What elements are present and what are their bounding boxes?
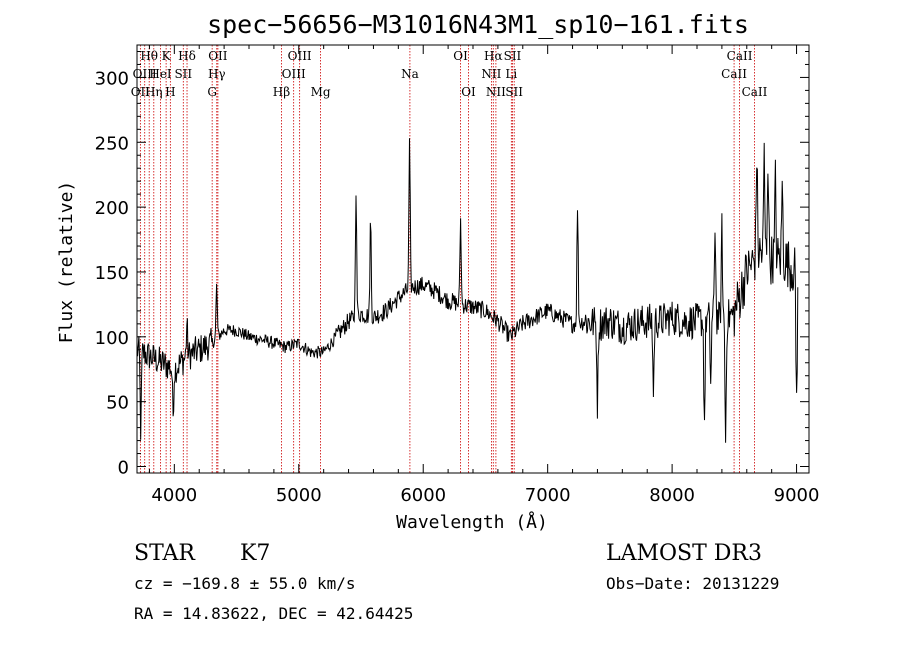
x-tick-label: 5000	[276, 485, 322, 506]
spectral-line-label: Hη	[145, 85, 163, 99]
x-tick-label: 8000	[649, 485, 695, 506]
chart-title: spec−56656−M31016N43M1_sp10−161.fits	[207, 10, 749, 39]
spectral-line-label: OI	[453, 49, 468, 63]
spectral-line-label: Mg	[311, 85, 331, 99]
spectral-line-label: Na	[401, 67, 419, 81]
spectral-line-label: Hδ	[178, 49, 196, 63]
x-tick-label: 6000	[400, 485, 446, 506]
spectral-line-label: Hα	[484, 49, 503, 63]
x-tick-label: 4000	[151, 485, 197, 506]
spectral-line-label: NII	[481, 67, 501, 81]
y-tick-label: 150	[95, 263, 129, 284]
x-axis: 4000 5000 6000 7000 8000 9000	[148, 45, 820, 506]
sky-coordinates: RA = 14.83622, DEC = 42.64425	[134, 604, 413, 623]
survey-name: LAMOST DR3	[606, 541, 762, 566]
spectral-line-label: H	[165, 85, 175, 99]
spectral-line-label: CaII	[742, 85, 768, 99]
spectral-line-label: Hβ	[273, 85, 290, 99]
y-tick-label: 250	[95, 133, 129, 154]
spectral-line-label: Hγ	[208, 67, 226, 81]
y-tick-label: 200	[95, 198, 129, 219]
spectral-line-label: G	[207, 85, 217, 99]
y-tick-label: 50	[106, 393, 129, 414]
observation-date: Obs−Date: 20131229	[606, 574, 779, 593]
spectrum-line	[136, 138, 799, 443]
spectral-line-label: OII	[131, 85, 151, 99]
spectral-line-label: OIII	[288, 49, 312, 63]
spectral-line-label: OI	[461, 85, 476, 99]
x-axis-label: Wavelength (Å)	[396, 511, 548, 533]
spectral-line-label: CaII	[721, 67, 747, 81]
plot-frame	[136, 44, 810, 474]
object-class: STAR	[134, 541, 196, 566]
y-axis: 0 50 100 150 200 250 300	[95, 50, 809, 479]
spectral-line-label: OIII	[282, 67, 306, 81]
x-tick-label: 7000	[525, 485, 571, 506]
spectral-line-label: K	[162, 49, 172, 63]
y-tick-label: 100	[95, 328, 129, 349]
object-subclass: K7	[240, 541, 270, 566]
x-tick-label: 9000	[774, 485, 820, 506]
spectral-line-label: CaII	[727, 49, 753, 63]
y-tick-label: 300	[95, 68, 129, 89]
y-axis-label: Flux (relative)	[56, 181, 77, 344]
spectral-line-label: SII	[174, 67, 192, 81]
y-tick-label: 0	[118, 458, 129, 479]
spectral-line-label: OII	[208, 49, 228, 63]
radial-velocity: cz = −169.8 ± 55.0 km/s	[134, 574, 356, 593]
spectral-line-label: HeI	[149, 67, 172, 81]
spectral-line-markers	[139, 45, 755, 473]
spectral-line-label: NII	[486, 85, 506, 99]
spectral-line-label: SII	[505, 85, 523, 99]
spectral-line-label: Hθ	[140, 49, 158, 63]
spectral-line-label: SII	[504, 49, 522, 63]
spectral-line-label: Li	[505, 67, 517, 81]
